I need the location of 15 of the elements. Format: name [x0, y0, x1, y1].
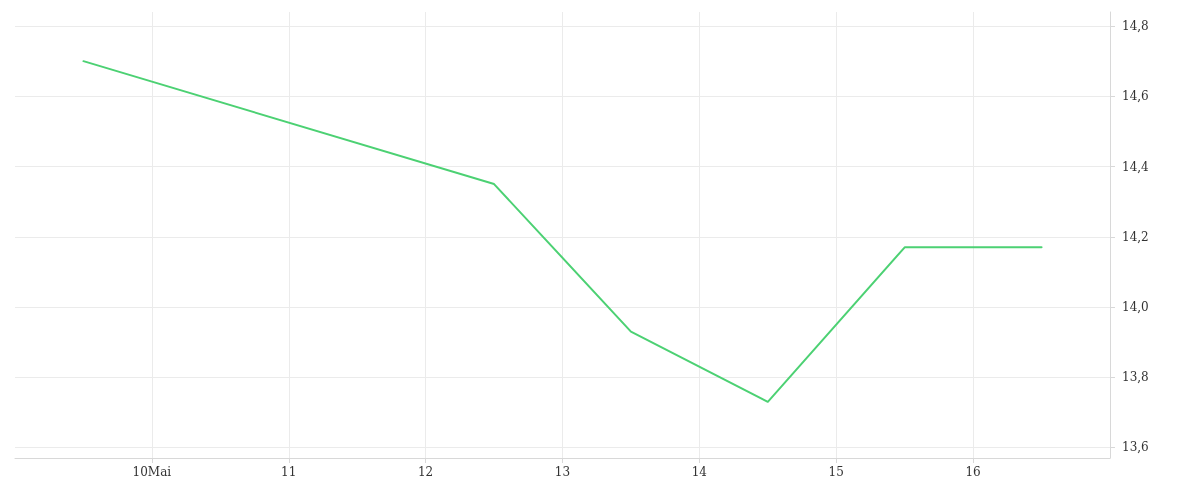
y-tick-label: 14,8	[1122, 19, 1149, 34]
x-tick-label: 14	[691, 465, 708, 479]
y-tick-label: 13,8	[1122, 370, 1149, 385]
y-tick-label: 13,6	[1122, 440, 1149, 455]
x-tick-label: 15	[828, 465, 844, 479]
x-tick-label: 10Mai	[132, 465, 172, 479]
line-series	[82, 60, 1043, 403]
y-tick-label: 14,4	[1122, 159, 1150, 174]
x-tick-label: 16	[965, 465, 981, 479]
y-tick-label: 14,2	[1122, 229, 1149, 244]
x-tick-label: 12	[417, 465, 434, 479]
x-tick-label: 11	[281, 465, 297, 479]
y-tick-label: 14,0	[1122, 299, 1149, 314]
y-tick-label: 14,6	[1122, 89, 1149, 104]
x-tick-label: 13	[554, 465, 571, 479]
